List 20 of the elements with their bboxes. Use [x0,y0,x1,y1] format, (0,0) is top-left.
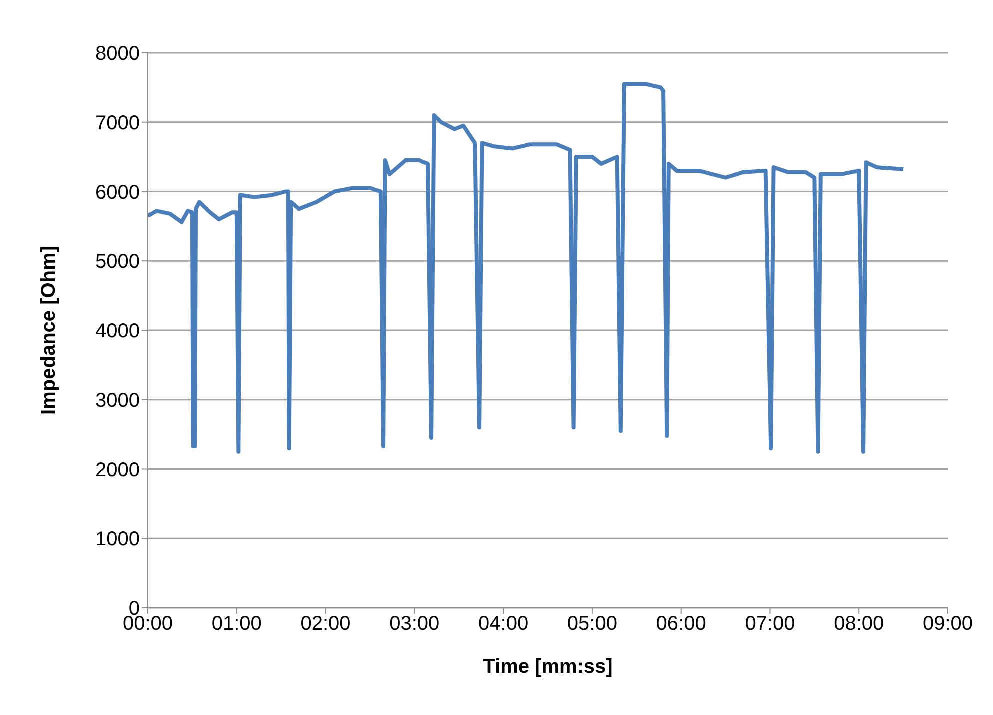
y-tick-label: 7000 [96,112,140,134]
x-tick-label: 06:00 [656,613,706,636]
y-tick-label: 1000 [96,528,140,551]
y-tick-label: 2000 [96,459,140,482]
x-axis-title: Time [mm:ss] [483,656,613,678]
line-series [148,82,906,454]
y-axis-title: Impedance [Ohm] [38,246,60,415]
x-tick-label: 09:00 [922,613,974,636]
x-tick-label: 03:00 [390,613,440,636]
y-tick-label: 3000 [96,390,140,412]
y-tick-label: 4000 [96,320,140,343]
x-tick-label: 07:00 [745,613,796,636]
x-tick-label: 08:00 [834,613,884,636]
x-tick-label: 05:00 [567,613,618,636]
y-tick-label: 5000 [96,251,140,274]
x-tick-label: 02:00 [300,613,351,636]
x-tick-label: 01:00 [212,613,262,636]
y-tick-label: 8000 [96,43,140,66]
y-tick-label: 6000 [96,182,140,204]
x-tick-label: 04:00 [478,613,529,636]
